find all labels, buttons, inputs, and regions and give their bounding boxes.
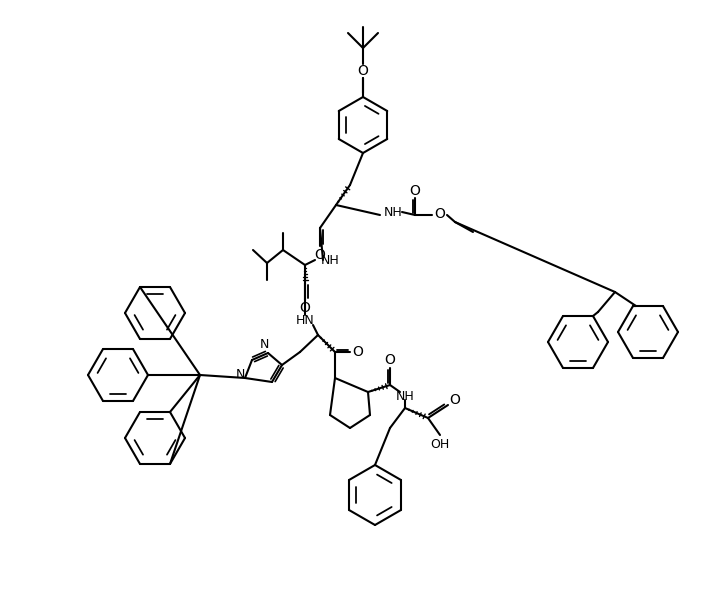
Text: HN: HN bbox=[295, 314, 314, 327]
Text: O: O bbox=[357, 64, 368, 78]
Text: O: O bbox=[409, 184, 420, 198]
Text: O: O bbox=[300, 301, 310, 315]
Text: N: N bbox=[259, 339, 269, 352]
Text: O: O bbox=[435, 207, 445, 221]
Text: OH: OH bbox=[430, 437, 450, 451]
Text: NH: NH bbox=[383, 205, 402, 218]
Text: O: O bbox=[385, 353, 396, 367]
Text: N: N bbox=[235, 368, 245, 381]
Text: O: O bbox=[315, 248, 326, 262]
Text: O: O bbox=[352, 345, 363, 359]
Text: NH: NH bbox=[321, 253, 339, 266]
Text: NH: NH bbox=[396, 390, 414, 403]
Text: O: O bbox=[450, 393, 461, 407]
